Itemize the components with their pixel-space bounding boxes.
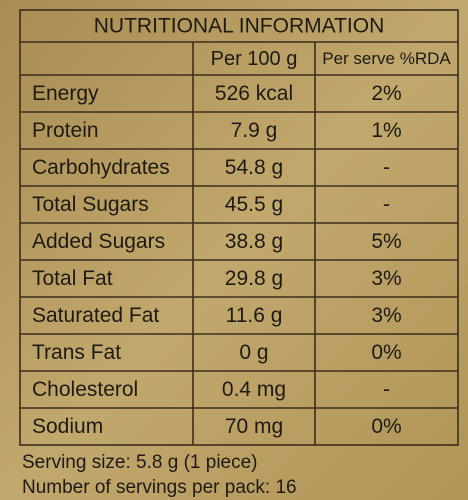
per-100g-value: 11.6 g	[226, 304, 283, 327]
nutrient-name: Trans Fat	[32, 341, 121, 364]
nutrient-name: Saturated Fat	[32, 304, 159, 327]
footer-line: Number of servings per pack: 16	[22, 477, 297, 498]
footer-line: Serving size: 5.8 g (1 piece)	[22, 452, 258, 473]
per-100g-value: 0.4 mg	[222, 378, 286, 401]
per-100g-value: 38.8 g	[225, 230, 283, 253]
nutrient-name: Protein	[32, 119, 99, 142]
per-100g-value: 54.8 g	[225, 156, 283, 179]
per-100g-value: 45.5 g	[225, 193, 283, 216]
per-100g-value: 526 kcal	[215, 82, 293, 105]
nutrient-name: Total Fat	[32, 267, 113, 290]
per-100g-value: 0 g	[239, 341, 268, 364]
nutrient-name: Energy	[32, 82, 99, 105]
per-100g-value: 7.9 g	[231, 119, 278, 142]
rda-value: -	[383, 156, 390, 179]
rda-value: -	[383, 378, 390, 401]
nutrient-name: Carbohydrates	[32, 156, 170, 179]
rda-value: 0%	[371, 415, 401, 438]
rda-value: -	[383, 193, 390, 216]
nutrient-name: Sodium	[32, 415, 103, 438]
table-title: NUTRITIONAL INFORMATION	[94, 15, 385, 38]
column-header: Per serve %RDA	[322, 49, 451, 68]
nutrient-name: Total Sugars	[32, 193, 149, 216]
rda-value: 3%	[371, 304, 401, 327]
per-100g-value: 29.8 g	[225, 267, 283, 290]
rda-value: 2%	[371, 82, 401, 105]
rda-value: 1%	[371, 119, 401, 142]
rda-value: 5%	[371, 230, 401, 253]
table-body: Per 100 g Per serve %RDA Energy 526 kcal 2% P…	[20, 42, 458, 498]
nutrient-name: Added Sugars	[32, 230, 165, 253]
table-border	[19, 9, 459, 446]
nutrient-name: Cholesterol	[32, 378, 138, 401]
per-100g-value: 70 mg	[225, 415, 283, 438]
rda-value: 3%	[371, 267, 401, 290]
column-header: Per 100 g	[211, 48, 298, 70]
rda-value: 0%	[371, 341, 401, 364]
